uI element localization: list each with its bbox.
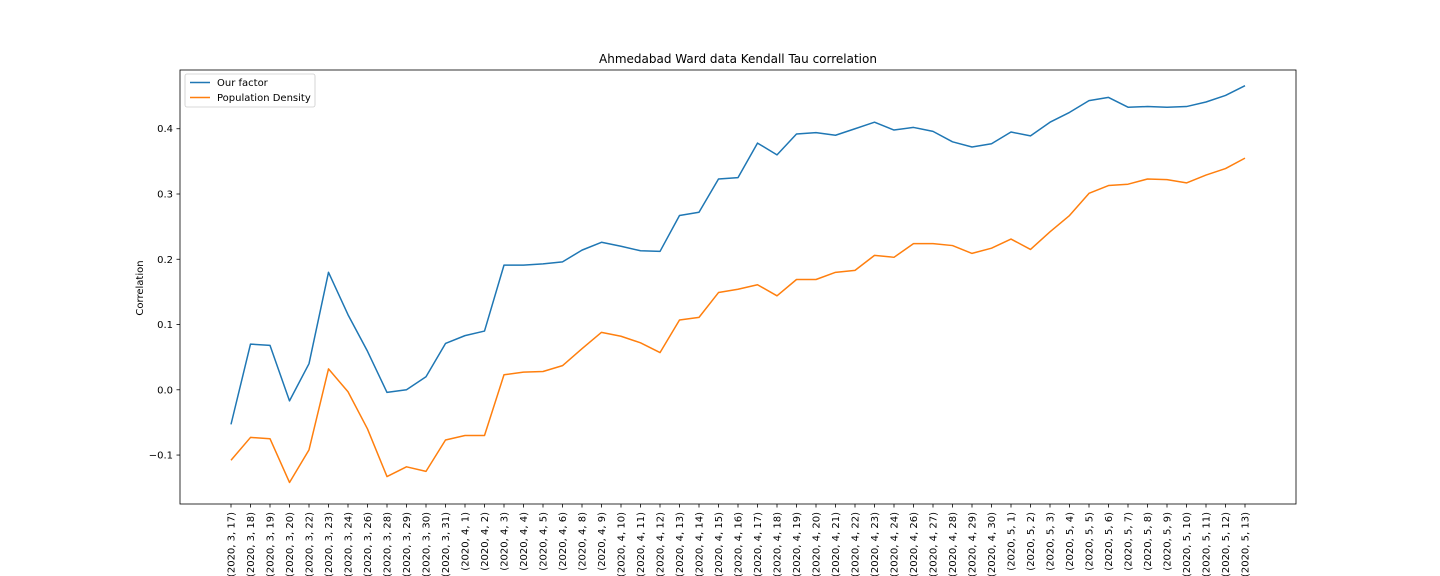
x-tick-label: (2020, 3, 30): [422, 512, 433, 576]
y-tick-label: −0.1: [149, 451, 173, 462]
x-tick-label: (2020, 4, 28): [948, 512, 959, 576]
x-tick-label: (2020, 4, 4): [519, 512, 530, 571]
x-tick-label: (2020, 4, 27): [929, 512, 940, 576]
x-tick-label: (2020, 4, 2): [480, 512, 491, 571]
legend: Our factor Population Density: [184, 73, 316, 108]
x-tick-label: (2020, 4, 8): [578, 512, 589, 571]
x-tick-label: (2020, 5, 13): [1241, 512, 1252, 576]
y-tick-label: 0.4: [157, 124, 173, 135]
x-tick-label: (2020, 4, 16): [734, 512, 745, 576]
x-tick-label: (2020, 3, 18): [246, 512, 257, 576]
x-tick-label: (2020, 4, 13): [675, 512, 686, 576]
x-axis: (2020, 3, 17) (2020, 3, 18) (2020, 3, 19) (…: [227, 504, 1252, 576]
x-tick-label: (2020, 4, 19): [792, 512, 803, 576]
x-tick-label: (2020, 4, 26): [909, 512, 920, 576]
y-tick-label: 0.3: [157, 190, 173, 201]
x-tick-label: (2020, 3, 23): [324, 512, 335, 576]
y-tick-label: 0.0: [157, 385, 173, 396]
x-tick-label: (2020, 5, 11): [1202, 512, 1213, 576]
y-tick-label: 0.2: [157, 255, 173, 266]
x-tick-label: (2020, 3, 19): [266, 512, 277, 576]
x-tick-label: (2020, 3, 28): [383, 512, 394, 576]
x-tick-label: (2020, 3, 31): [441, 512, 452, 576]
x-tick-label: (2020, 4, 23): [870, 512, 881, 576]
x-tick-label: (2020, 5, 7): [1124, 512, 1135, 571]
x-tick-label: (2020, 4, 11): [636, 512, 647, 576]
x-tick-label: (2020, 5, 8): [1143, 512, 1154, 571]
x-tick-label: (2020, 4, 6): [558, 512, 569, 571]
x-tick-label: (2020, 5, 5): [1085, 512, 1096, 571]
chart-title: Ahmedabad Ward data Kendall Tau correlat…: [599, 52, 877, 66]
x-tick-label: (2020, 3, 22): [305, 512, 316, 576]
x-tick-label: (2020, 5, 2): [1026, 512, 1037, 571]
x-tick-label: (2020, 4, 21): [831, 512, 842, 576]
series-line-1: [230, 157, 1246, 484]
series-line-0: [230, 84, 1246, 425]
x-tick-label: (2020, 5, 10): [1182, 512, 1193, 576]
x-tick-label: (2020, 5, 6): [1104, 512, 1115, 571]
x-tick-label: (2020, 4, 29): [968, 512, 979, 576]
y-axis-label: Correlation: [135, 260, 146, 315]
x-tick-label: (2020, 5, 9): [1163, 512, 1174, 571]
x-tick-label: (2020, 4, 5): [539, 512, 550, 571]
x-tick-label: (2020, 3, 24): [344, 512, 355, 576]
x-tick-label: (2020, 4, 12): [656, 512, 667, 576]
legend-label: Our factor: [217, 78, 269, 89]
x-tick-label: (2020, 3, 20): [285, 512, 296, 576]
x-tick-label: (2020, 4, 24): [890, 512, 901, 576]
x-tick-label: (2020, 4, 20): [812, 512, 823, 576]
x-tick-label: (2020, 5, 12): [1221, 512, 1232, 576]
x-tick-label: (2020, 3, 26): [363, 512, 374, 576]
x-tick-label: (2020, 4, 17): [753, 512, 764, 576]
series-layer: [230, 84, 1246, 484]
plot-area-frame: [179, 69, 1297, 505]
x-tick-label: (2020, 3, 29): [402, 512, 413, 576]
x-tick-label: (2020, 4, 15): [714, 512, 725, 576]
y-axis: −0.1 0.0 0.1 0.2 0.3 0.4: [149, 124, 180, 462]
x-tick-label: (2020, 4, 14): [695, 512, 706, 576]
x-tick-label: (2020, 4, 3): [500, 512, 511, 571]
x-tick-label: (2020, 4, 1): [461, 512, 472, 571]
x-tick-label: (2020, 4, 18): [773, 512, 784, 576]
y-tick-label: 0.1: [157, 320, 173, 331]
x-tick-label: (2020, 4, 22): [851, 512, 862, 576]
x-tick-label: (2020, 5, 1): [1007, 512, 1018, 571]
x-tick-label: (2020, 5, 3): [1046, 512, 1057, 571]
x-tick-label: (2020, 3, 17): [227, 512, 238, 576]
x-tick-label: (2020, 5, 4): [1065, 512, 1076, 571]
x-tick-label: (2020, 4, 10): [617, 512, 628, 576]
x-tick-label: (2020, 4, 30): [987, 512, 998, 576]
legend-box: [184, 73, 316, 108]
x-tick-label: (2020, 4, 9): [597, 512, 608, 571]
legend-label: Population Density: [217, 93, 311, 104]
